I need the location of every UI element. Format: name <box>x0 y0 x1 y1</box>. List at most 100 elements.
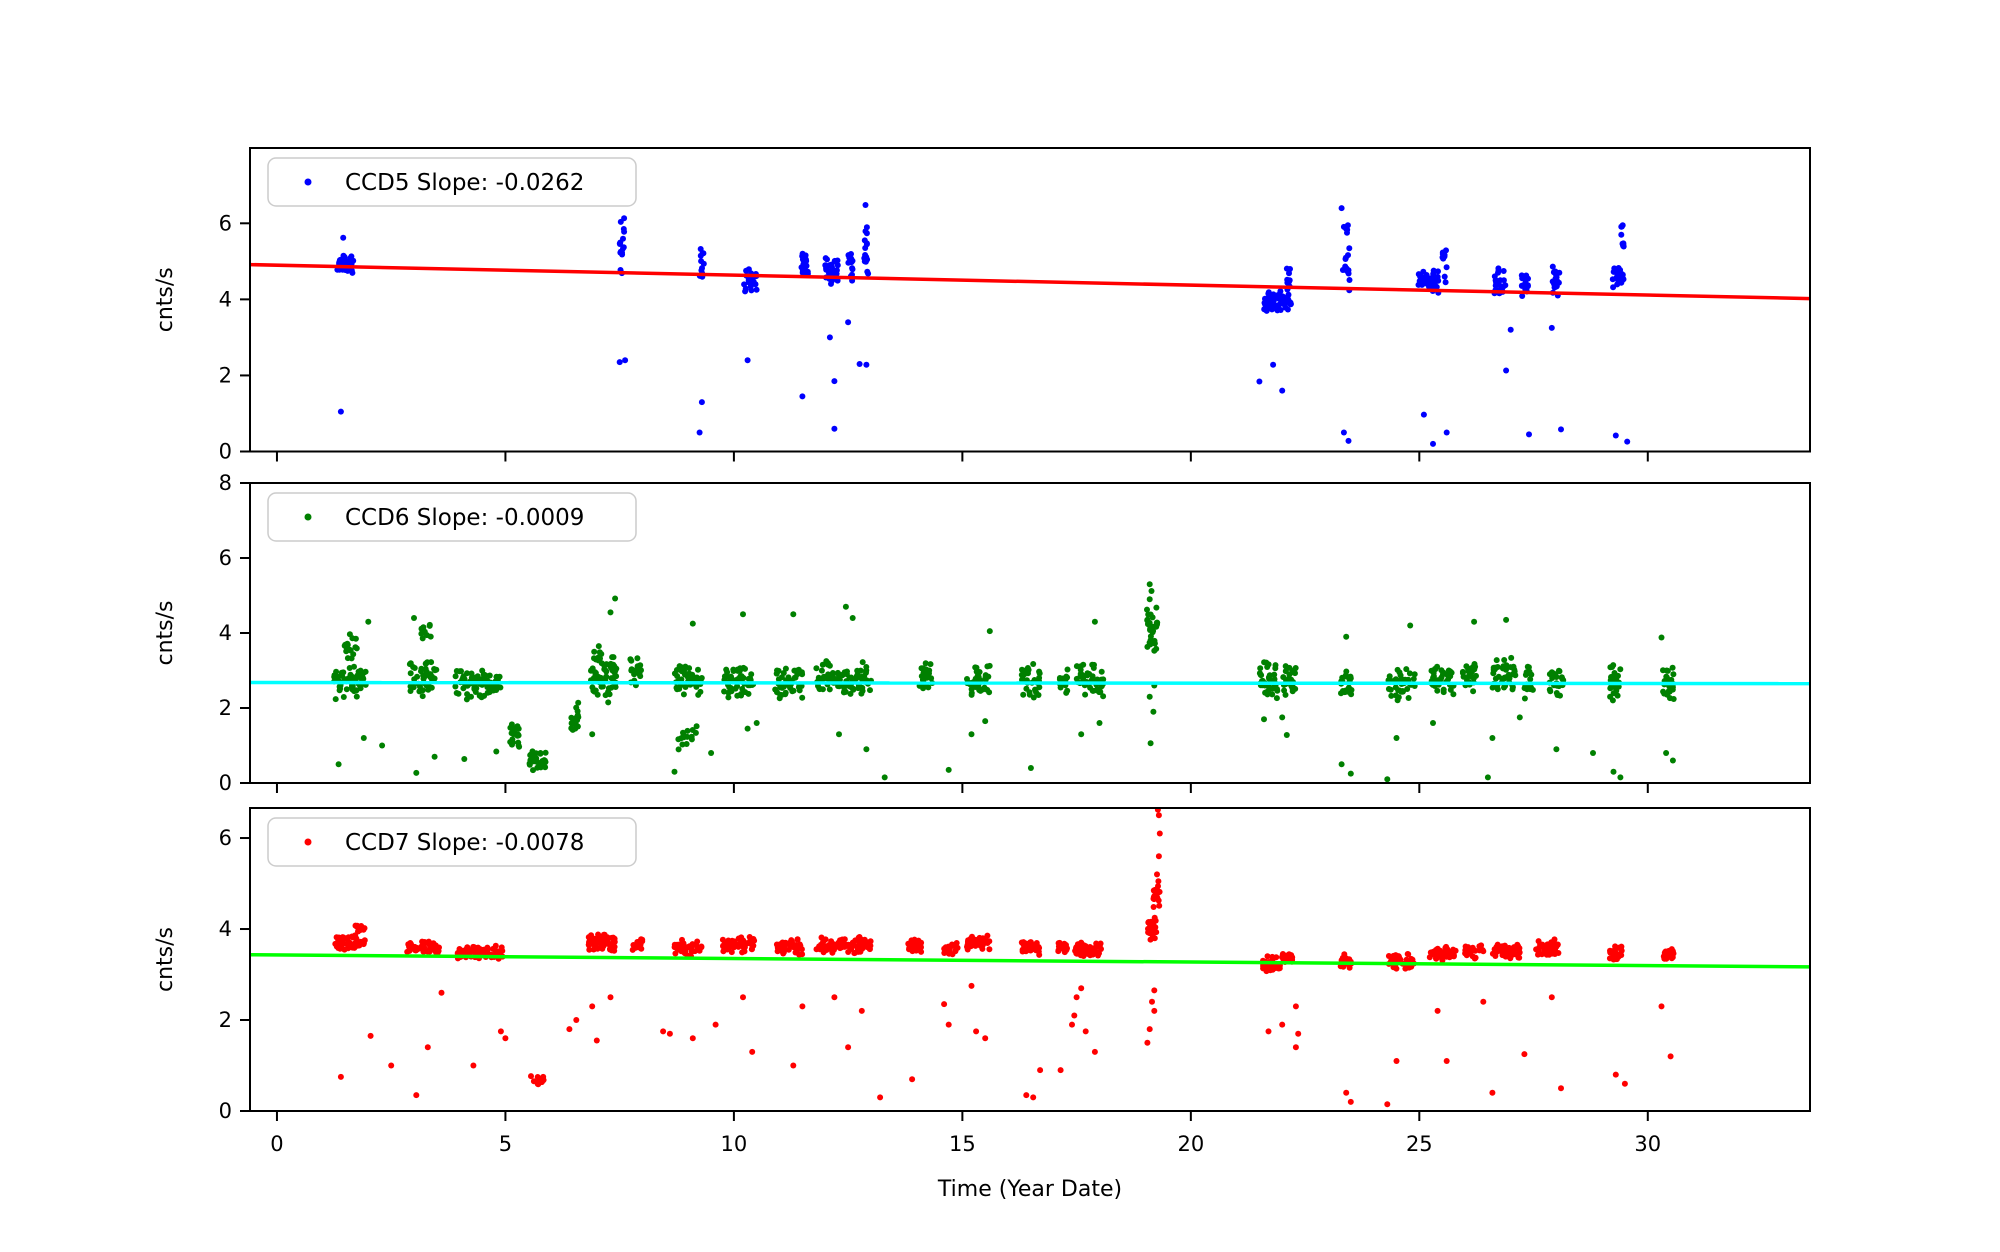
scatter-point <box>1260 965 1267 972</box>
scatter-point <box>697 688 704 695</box>
ccd5-panel: 0 2 4 6 cnts/s CCD5 Slope: -0.0262 <box>153 147 1811 464</box>
scatter-point <box>682 684 689 690</box>
scatter-point <box>1027 947 1034 954</box>
x-axis-title: Time (Year Date) <box>937 1177 1122 1202</box>
scatter-outlier-point <box>968 982 975 989</box>
scatter-outlier-point <box>1146 1026 1153 1033</box>
scatter-point <box>333 943 340 950</box>
scatter-point <box>742 285 749 292</box>
scatter-point <box>798 669 805 676</box>
scatter-point <box>1396 953 1402 960</box>
scatter-outlier-point <box>1091 1048 1098 1055</box>
ccd7-panel: 0 2 4 6 0 5 10 15 20 25 30 cnts/s CCD7 Slope: -0.007… <box>153 807 1811 1156</box>
scatter-point <box>1613 274 1620 281</box>
y-tick-label: 4 <box>219 288 232 312</box>
scatter-point <box>748 946 755 953</box>
scatter-outlier-point <box>1384 776 1391 783</box>
scatter-point <box>1282 691 1289 698</box>
scatter-point <box>1091 947 1098 954</box>
scatter-point <box>1406 670 1413 677</box>
scatter-point <box>721 673 728 680</box>
scatter-point <box>1611 684 1618 691</box>
scatter-point <box>1551 936 1558 943</box>
scatter-point <box>1462 950 1469 957</box>
scatter-point <box>1033 689 1039 696</box>
scatter-outlier-point <box>698 399 705 406</box>
scatter-point <box>1549 278 1556 285</box>
scatter-outlier-point <box>945 1021 952 1028</box>
scatter-point <box>730 668 737 674</box>
scatter-point <box>862 228 869 235</box>
scatter-point <box>861 255 868 262</box>
scatter-outlier-point <box>1617 774 1624 781</box>
scatter-outlier-point <box>1507 326 1514 333</box>
scatter-point <box>616 240 623 247</box>
scatter-point <box>498 944 505 951</box>
scatter-point <box>1264 691 1271 698</box>
scatter-outlier-point <box>1279 714 1286 721</box>
scatter-point <box>1019 676 1025 683</box>
scatter-point <box>542 749 549 756</box>
scatter-point <box>741 948 748 955</box>
scatter-outlier-point <box>1338 761 1345 768</box>
scatter-point <box>1479 947 1486 954</box>
scatter-point <box>823 265 830 272</box>
scatter-point <box>1666 688 1673 695</box>
scatter-outlier-point <box>1407 622 1414 629</box>
scatter-outlier-point <box>1590 750 1596 756</box>
scatter-point <box>1620 242 1627 248</box>
scatter-outlier-point <box>1489 735 1496 741</box>
scatter-point <box>984 686 991 693</box>
scatter-point <box>470 948 476 954</box>
scatter-point <box>459 948 466 955</box>
scatter-outlier-point <box>1340 429 1347 436</box>
scatter-point <box>419 635 426 642</box>
scatter-point <box>1150 904 1157 910</box>
scatter-point <box>1507 955 1514 962</box>
scatter-outlier-point <box>831 994 838 1001</box>
scatter-point <box>1274 687 1281 694</box>
scatter-outlier-point <box>470 1062 477 1069</box>
scatter-point <box>465 948 471 955</box>
scatter-point <box>1534 947 1541 954</box>
scatter-outlier-point <box>1057 1067 1064 1074</box>
scatter-point <box>344 641 351 648</box>
scatter-point <box>1346 277 1353 283</box>
scatter-point <box>603 661 610 668</box>
scatter-point <box>411 665 418 671</box>
scatter-point <box>1615 953 1622 960</box>
scatter-point <box>1439 671 1446 678</box>
scatter-point <box>1522 684 1529 691</box>
x-tick-label: 5 <box>499 1132 512 1156</box>
scatter-point <box>820 949 827 956</box>
scatter-point <box>539 1077 546 1084</box>
scatter-point <box>453 668 460 674</box>
scatter-point <box>419 687 426 694</box>
scatter-point <box>952 948 959 955</box>
scatter-point <box>1470 675 1477 682</box>
scatter-outlier-point <box>968 731 975 738</box>
scatter-point <box>470 674 477 681</box>
scatter-point <box>1420 268 1427 275</box>
scatter-point <box>1617 945 1624 952</box>
scatter-outlier-point <box>863 361 870 368</box>
scatter-outlier-point <box>1292 1003 1299 1010</box>
scatter-outlier-point <box>388 1062 395 1069</box>
scatter-point <box>637 673 644 680</box>
scatter-point <box>421 674 428 681</box>
scatter-outlier-point <box>1023 1092 1030 1099</box>
ccd7-scatter-points <box>332 808 1677 1108</box>
scatter-point <box>586 946 593 953</box>
scatter-point <box>1607 664 1614 671</box>
scatter-point <box>1491 666 1498 673</box>
scatter-point <box>1286 277 1293 284</box>
scatter-point <box>1549 263 1556 270</box>
scatter-point <box>862 938 869 945</box>
scatter-point <box>1426 282 1433 289</box>
scatter-outlier-point <box>340 234 347 241</box>
scatter-point <box>1404 951 1411 957</box>
scatter-point <box>986 946 993 953</box>
scatter-point <box>1100 676 1107 683</box>
scatter-point <box>727 938 733 945</box>
scatter-point <box>912 946 919 952</box>
